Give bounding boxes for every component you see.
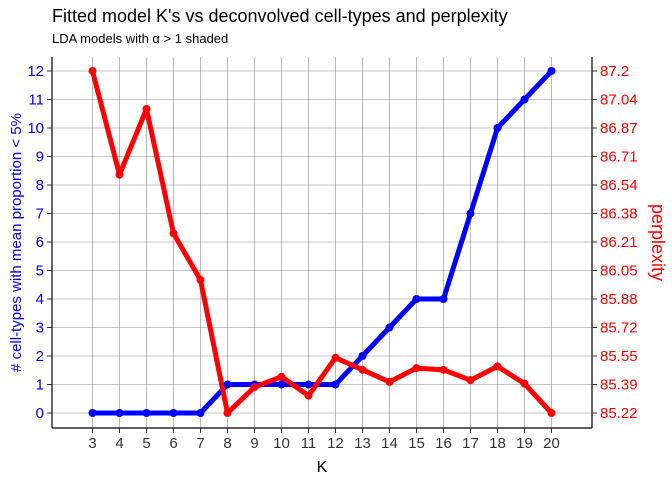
perplexity-point: [331, 353, 340, 362]
left-tick-label: 5: [36, 263, 44, 280]
right-tick-label: 85.22: [600, 405, 638, 422]
left-tick-label: 7: [36, 206, 44, 223]
perplexity-point: [115, 170, 124, 179]
right-tick-label: 85.39: [600, 377, 638, 394]
perplexity-point: [88, 67, 97, 75]
right-tick-label: 85.88: [600, 291, 638, 308]
perplexity-point: [412, 364, 421, 373]
right-tick-label: 86.71: [600, 149, 638, 166]
right-tick-label: 86.38: [600, 206, 638, 223]
perplexity-point: [493, 362, 502, 371]
celltypes-point: [547, 67, 556, 75]
perplexity-point: [169, 229, 178, 238]
perplexity-point: [223, 409, 232, 417]
left-tick-label: 8: [36, 177, 44, 194]
perplexity-point: [520, 379, 529, 388]
left-tick-label: 3: [36, 320, 44, 337]
x-tick-label: 8: [223, 435, 231, 452]
x-tick-label: 11: [301, 435, 317, 452]
x-tick-label: 18: [489, 435, 506, 452]
perplexity-point: [547, 409, 556, 417]
celltypes-point: [169, 409, 178, 417]
series-points: [88, 67, 556, 417]
x-tick-label: 14: [381, 435, 398, 452]
right-tick-label: 86.21: [600, 234, 638, 251]
celltypes-point: [466, 209, 475, 218]
x-tick-label: 4: [115, 435, 123, 452]
left-tick-label: 9: [36, 149, 44, 166]
celltypes-point: [493, 124, 502, 132]
perplexity-point: [304, 391, 313, 400]
right-axis-label: perplexity: [648, 204, 668, 281]
celltypes-point: [277, 380, 286, 389]
chart-subtitle: LDA models with α > 1 shaded: [52, 31, 229, 46]
right-tick-label: 85.72: [600, 320, 638, 337]
left-tick-label: 2: [36, 348, 44, 365]
celltypes-point: [304, 380, 313, 389]
perplexity-point: [250, 383, 259, 392]
celltypes-point: [385, 323, 394, 332]
x-tick-label: 15: [408, 435, 425, 452]
right-tick-label: 87.04: [600, 92, 638, 109]
celltypes-point: [439, 295, 448, 303]
left-tick-label: 1: [36, 377, 44, 394]
celltypes-point: [88, 409, 97, 417]
x-tick-label: 17: [462, 435, 479, 452]
right-tick-label: 86.87: [600, 120, 638, 137]
x-tick-label: 20: [543, 435, 560, 452]
series-lines: [90, 68, 554, 416]
celltypes-point: [412, 295, 421, 303]
right-tick-label: 85.55: [600, 348, 638, 365]
right-tick-label: 87.2: [600, 63, 629, 80]
left-tick-label: 4: [36, 291, 44, 308]
perplexity-line: [90, 68, 554, 416]
x-axis-label: K: [317, 459, 328, 476]
x-tick-label: 9: [250, 435, 258, 452]
x-tick-label: 13: [354, 435, 371, 452]
x-tick-label: 16: [435, 435, 452, 452]
x-tick-label: 5: [142, 435, 150, 452]
left-tick-label: 0: [36, 405, 44, 422]
perplexity-point: [277, 372, 286, 381]
axes: [47, 57, 597, 433]
left-tick-label: 11: [28, 92, 44, 109]
celltypes-point: [115, 409, 124, 417]
celltypes-point: [223, 380, 232, 389]
perplexity-point: [142, 105, 151, 113]
celltypes-point: [331, 380, 340, 389]
chart-title: Fitted model K's vs deconvolved cell-typ…: [52, 6, 508, 26]
x-tick-label: 12: [327, 435, 344, 452]
perplexity-point: [385, 377, 394, 386]
perplexity-point: [358, 365, 367, 374]
celltypes-point: [142, 409, 151, 417]
celltypes-line: [90, 68, 554, 416]
x-tick-label: 3: [88, 435, 96, 452]
right-tick-label: 86.05: [600, 263, 638, 280]
x-tick-label: 6: [169, 435, 177, 452]
perplexity-point: [439, 365, 448, 374]
perplexity-point: [196, 276, 205, 284]
x-tick-label: 19: [516, 435, 533, 452]
axis-labels: 3 4 5 6 7 8 9 10 11 12 13 14 15 16 17 18 19 2001234567891…: [8, 63, 668, 476]
celltypes-point: [196, 409, 205, 417]
perplexity-point: [466, 376, 475, 385]
x-tick-label: 10: [273, 435, 290, 452]
right-tick-label: 86.54: [600, 177, 638, 194]
celltypes-point: [358, 352, 367, 360]
x-tick-label: 7: [196, 435, 204, 452]
celltypes-point: [520, 95, 529, 104]
left-tick-label: 6: [36, 234, 44, 251]
left-tick-label: 12: [27, 63, 44, 80]
left-tick-label: 10: [27, 120, 44, 137]
left-axis-label: # cell-types with mean proportion < 5%: [8, 113, 25, 372]
